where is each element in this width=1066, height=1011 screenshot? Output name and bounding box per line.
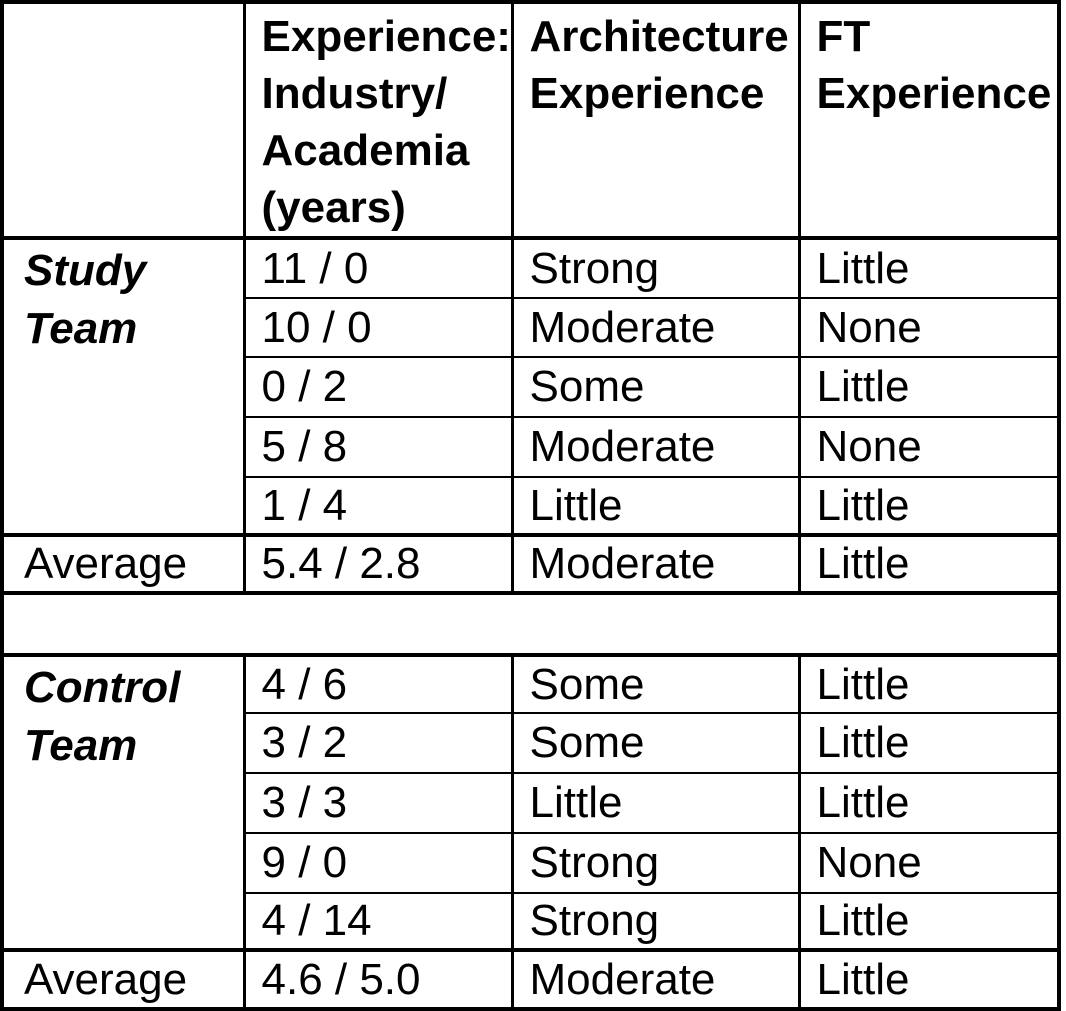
study-row: 5 / 8 Moderate None (2, 416, 1061, 478)
header-architecture-experience: Architecture Experience (510, 1, 801, 240)
study-arch-cell: Little (510, 476, 801, 536)
control-average-label: Average (0, 948, 246, 1011)
study-row: Study Team 11 / 0 Strong Little (0, 236, 1061, 536)
study-average-exp-cell: 5.4 / 2.8 (242, 533, 514, 595)
control-average-ft-cell: Little (797, 948, 1061, 1011)
spacer-cell (0, 591, 1061, 657)
control-ft-cell: Little (797, 772, 1061, 834)
control-arch-cell: Some (510, 653, 801, 714)
control-average-exp-cell: 4.6 / 5.0 (242, 948, 514, 1011)
header-empty-cell (0, 1, 246, 240)
study-exp-cell: 1 / 4 (242, 476, 514, 536)
spacer-row (0, 591, 1061, 657)
study-ft-cell: Little (797, 236, 1061, 299)
control-arch-cell: Strong (510, 832, 801, 894)
study-ft-cell: None (797, 297, 1061, 358)
control-arch-cell: Little (510, 772, 801, 834)
study-ft-cell: Little (797, 476, 1061, 536)
control-arch-cell: Strong (510, 892, 801, 951)
study-exp-cell: 10 / 0 (242, 297, 514, 358)
control-exp-cell: 3 / 3 (242, 772, 514, 834)
study-ft-cell: Little (797, 356, 1061, 418)
control-ft-cell: Little (797, 712, 1061, 774)
study-team-label: Study Team (0, 236, 246, 536)
control-team-label: Control Team (0, 653, 246, 951)
study-exp-cell: 11 / 0 (242, 236, 514, 299)
control-row: 9 / 0 Strong None (2, 832, 1061, 894)
header-ft-experience: FT Experience (797, 1, 1061, 240)
study-arch-cell: Strong (510, 236, 801, 299)
study-arch-cell: Moderate (510, 416, 801, 478)
study-row: 10 / 0 Moderate None (2, 297, 1061, 358)
control-row: 3 / 2 Some Little (2, 712, 1061, 774)
control-ft-cell: Little (797, 892, 1061, 951)
control-row: Control Team 4 / 6 Some Little (0, 653, 1061, 951)
control-exp-cell: 4 / 6 (242, 653, 514, 714)
header-experience-years: Experience: Industry/ Academia (years) (242, 1, 514, 240)
control-average-row: Average 4.6 / 5.0 Moderate Little (0, 948, 1061, 1011)
study-ft-cell: None (797, 416, 1061, 478)
control-average-arch-cell: Moderate (510, 948, 801, 1011)
study-average-ft-cell: Little (797, 533, 1061, 595)
study-average-label: Average (0, 533, 246, 595)
control-ft-cell: Little (797, 653, 1061, 714)
study-row: 1 / 4 Little Little (2, 476, 1061, 536)
study-row: 0 / 2 Some Little (2, 356, 1061, 418)
control-row: 4 / 14 Strong Little (2, 892, 1061, 951)
study-average-arch-cell: Moderate (510, 533, 801, 595)
control-arch-cell: Some (510, 712, 801, 774)
control-ft-cell: None (797, 832, 1061, 894)
study-arch-cell: Some (510, 356, 801, 418)
control-exp-cell: 4 / 14 (242, 892, 514, 951)
header-row: Experience: Industry/ Academia (years) A… (0, 1, 1061, 240)
study-arch-cell: Moderate (510, 297, 801, 358)
study-exp-cell: 5 / 8 (242, 416, 514, 478)
control-row: 3 / 3 Little Little (2, 772, 1061, 834)
study-average-row: Average 5.4 / 2.8 Moderate Little (0, 533, 1061, 595)
study-exp-cell: 0 / 2 (242, 356, 514, 418)
control-exp-cell: 3 / 2 (242, 712, 514, 774)
control-exp-cell: 9 / 0 (242, 832, 514, 894)
